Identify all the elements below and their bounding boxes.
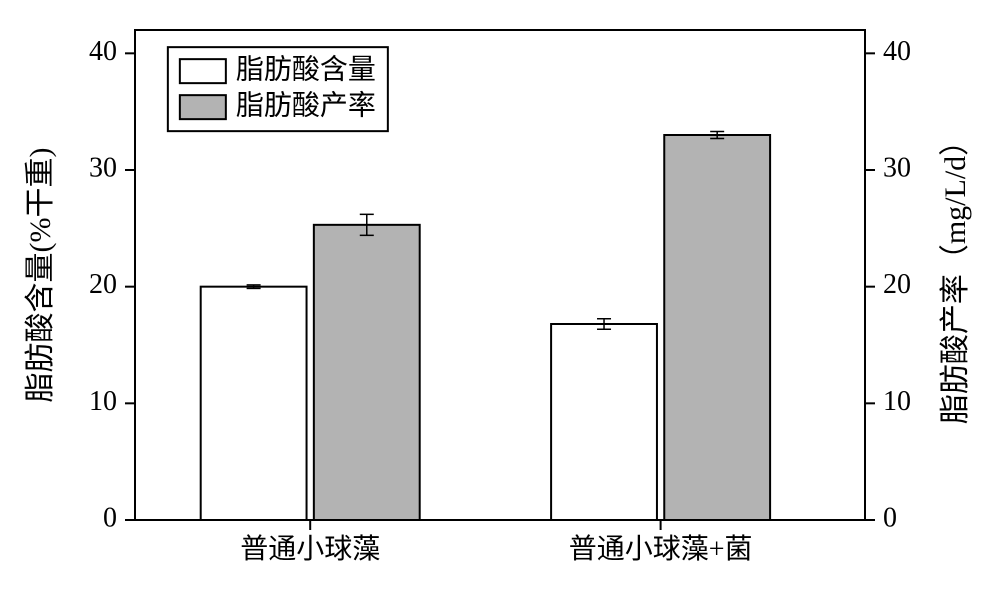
bar-content-0	[201, 287, 307, 520]
y-axis-title-right: 脂肪酸产率（mg/L/d）	[939, 126, 972, 424]
bar-yield-1	[664, 135, 770, 520]
y-axis-title-left: 脂肪酸含量(%干重)	[24, 148, 57, 403]
chart-container: 0 10 20 30 40 0 10 20 30 40 普通小球藻 普通小球藻+菌 脂肪酸含量(%干重)…	[0, 0, 1000, 598]
legend-swatch	[180, 95, 226, 119]
bar-yield-0	[314, 225, 420, 520]
ytick-label-right: 10	[883, 386, 911, 417]
bar-chart: 0 10 20 30 40 0 10 20 30 40 普通小球藻 普通小球藻+菌 脂肪酸含量(%干重)…	[0, 0, 1000, 598]
ytick-label-left: 40	[89, 36, 117, 67]
bar-content-1	[551, 324, 657, 520]
legend: 脂肪酸含量脂肪酸产率	[168, 47, 388, 131]
ytick-label-left: 30	[89, 152, 117, 183]
ytick-label-right: 0	[883, 502, 897, 533]
legend-label: 脂肪酸产率	[236, 89, 376, 121]
ytick-label-left: 20	[89, 269, 117, 300]
ytick-label-right: 40	[883, 36, 911, 67]
legend-swatch	[180, 59, 226, 83]
category-label: 普通小球藻+菌	[569, 533, 753, 565]
ytick-label-left: 10	[89, 386, 117, 417]
ytick-label-right: 30	[883, 152, 911, 183]
ytick-label-left: 0	[103, 502, 117, 533]
category-label: 普通小球藻	[240, 533, 380, 565]
legend-label: 脂肪酸含量	[236, 53, 376, 85]
ytick-label-right: 20	[883, 269, 911, 300]
